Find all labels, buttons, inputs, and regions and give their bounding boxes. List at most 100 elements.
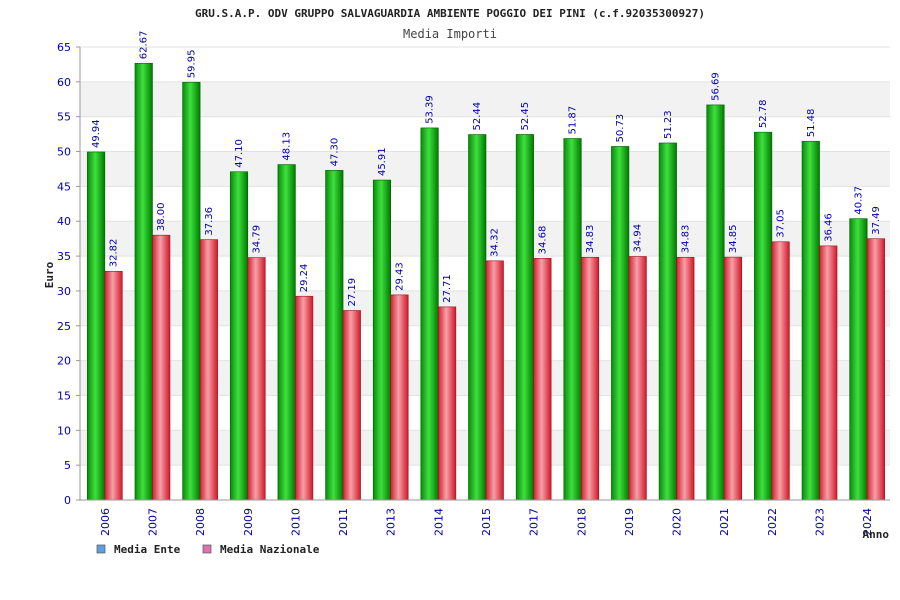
legend-label-media-ente: Media Ente: [114, 543, 181, 556]
bar-media-ente: [563, 138, 582, 501]
x-tick-label: 2013: [385, 508, 398, 536]
value-label: 49.94: [91, 119, 102, 148]
y-tick-label: 0: [64, 494, 71, 507]
x-tick-label: 2022: [766, 508, 779, 536]
bar-media-ente: [468, 134, 487, 501]
value-label: 36.46: [823, 213, 834, 242]
value-label: 52.78: [758, 100, 769, 129]
value-label: 45.91: [377, 147, 388, 176]
value-label: 34.94: [633, 224, 644, 253]
bar-media-nazionale: [628, 256, 647, 501]
bar-media-nazionale: [580, 256, 600, 501]
value-label: 34.32: [490, 228, 501, 257]
value-label: 59.95: [186, 50, 197, 79]
value-label: 37.05: [776, 209, 787, 238]
bar-media-nazionale: [676, 256, 695, 501]
y-tick-label: 5: [64, 459, 71, 472]
bar-media-nazionale: [533, 258, 552, 501]
bar-media-ente: [325, 170, 344, 501]
x-tick-label: 2006: [99, 508, 112, 536]
x-axis-label: Anno: [863, 528, 890, 541]
value-label: 29.43: [394, 262, 405, 291]
value-labels: 49.94 32.82 62.67 38.00 59.95 37.36 47.10 34.79…: [91, 31, 882, 307]
value-label: 52.45: [520, 102, 531, 131]
x-tick-label: 2019: [623, 508, 636, 536]
value-label: 32.82: [109, 239, 120, 268]
bar-media-nazionale: [390, 294, 409, 501]
legend: Media Ente Media Nazionale: [96, 543, 320, 556]
bar-media-ente: [229, 171, 249, 501]
chart-title: GRU.S.A.P. ODV GRUPPO SALVAGUARDIA AMBIE…: [195, 7, 705, 20]
bar-media-ente: [87, 151, 106, 501]
bar-media-ente: [849, 218, 868, 501]
y-tick-label: 45: [57, 180, 71, 193]
value-label: 40.37: [853, 186, 864, 215]
bar-media-nazionale: [819, 245, 838, 501]
x-tick-label: 2014: [432, 508, 445, 536]
value-label: 53.39: [425, 95, 436, 124]
value-label: 47.30: [329, 138, 340, 167]
value-label: 50.73: [615, 114, 626, 143]
x-tick-label: 2011: [337, 508, 350, 536]
y-tick-label: 35: [57, 250, 71, 263]
value-label: 48.13: [282, 132, 293, 161]
value-label: 34.79: [252, 225, 263, 254]
bar-media-nazionale: [152, 234, 171, 501]
value-label: 51.48: [806, 109, 817, 138]
x-tick-label: 2018: [575, 508, 588, 536]
x-tick-label: 2007: [146, 508, 159, 536]
value-label: 37.49: [871, 206, 882, 235]
x-tick-label: 2015: [480, 508, 493, 536]
y-axis-label: Euro: [43, 261, 56, 288]
value-label: 34.85: [728, 224, 739, 253]
value-label: 37.36: [204, 207, 215, 236]
value-label: 51.87: [568, 106, 579, 135]
x-tick-label: 2021: [718, 508, 731, 536]
x-tick-label: 2023: [814, 508, 827, 536]
bar-media-ente: [515, 134, 534, 501]
bar-media-nazionale: [247, 257, 266, 501]
value-label: 27.19: [347, 278, 358, 307]
value-label: 34.83: [585, 225, 596, 254]
bar-media-nazionale: [723, 256, 743, 501]
y-axis-ticks: 0 5 10 15 20 25 30 35 40 45 50 55 60 65: [57, 41, 71, 507]
value-label: 56.69: [710, 72, 721, 101]
bar-series: [87, 62, 885, 501]
bar-media-ente: [754, 131, 773, 501]
y-tick-label: 40: [57, 215, 71, 228]
x-tick-label: 2017: [528, 508, 541, 536]
value-label: 29.24: [299, 264, 310, 293]
value-label: 34.68: [537, 226, 548, 255]
value-label: 62.67: [139, 31, 150, 60]
grid-band: [80, 81, 890, 117]
y-tick-label: 25: [57, 320, 71, 333]
y-tick-label: 55: [57, 111, 71, 124]
value-label: 52.44: [472, 102, 483, 131]
y-tick-label: 30: [57, 285, 71, 298]
value-label: 51.23: [663, 110, 674, 139]
legend-swatch-media-nazionale: [202, 544, 212, 554]
y-tick-label: 50: [57, 146, 71, 159]
x-tick-label: 2010: [289, 508, 302, 536]
x-tick-label: 2008: [194, 508, 207, 536]
bar-media-ente: [611, 146, 630, 501]
bar-media-ente: [372, 179, 392, 501]
legend-swatch-media-ente: [96, 544, 106, 554]
x-tick-label: 2020: [671, 508, 684, 536]
bar-media-nazionale: [771, 241, 790, 501]
legend-label-media-nazionale: Media Nazionale: [220, 543, 320, 556]
bar-media-nazionale: [866, 238, 885, 501]
bar-media-ente: [277, 164, 296, 501]
bar-media-ente: [706, 104, 725, 501]
x-tick-label: 2024: [861, 508, 874, 536]
value-label: 34.83: [680, 225, 691, 254]
y-tick-label: 60: [57, 76, 71, 89]
value-label: 27.71: [442, 274, 453, 303]
bar-media-ente: [658, 142, 677, 501]
bar-media-ente: [134, 62, 153, 501]
x-axis-ticks: 2006 2007 2008 2009 2010 2011 2013 2014 2015 2017…: [99, 508, 874, 536]
bar-media-ente: [420, 127, 439, 501]
value-label: 47.10: [234, 139, 245, 168]
bar-media-nazionale: [438, 306, 457, 501]
